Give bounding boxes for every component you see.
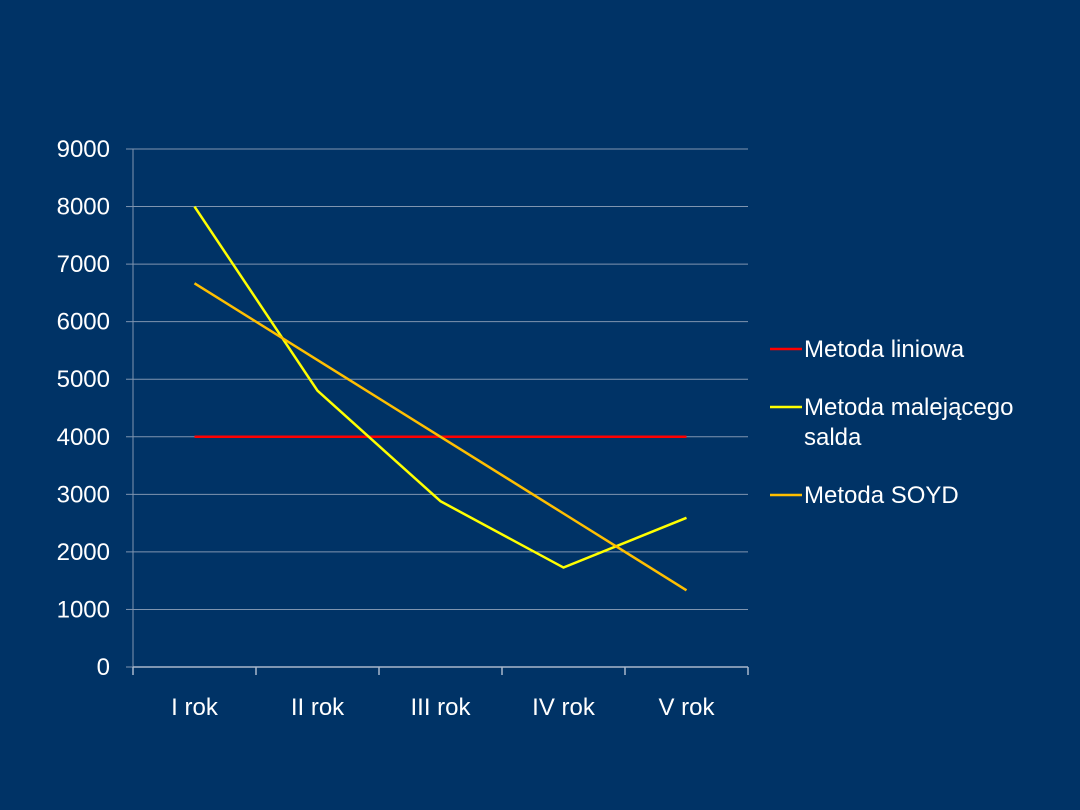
x-tick-label: IV rok xyxy=(532,694,596,721)
x-tick-label: III rok xyxy=(410,694,471,721)
y-tick-label: 0 xyxy=(97,654,110,681)
x-tick-label: II rok xyxy=(291,694,345,721)
legend: Metoda liniowa Metoda malejącego salda Meto… xyxy=(770,336,1013,509)
legend-item: Metoda liniowa xyxy=(770,336,965,363)
y-tick-label: 6000 xyxy=(57,309,110,336)
y-tick-label: 2000 xyxy=(57,539,110,566)
y-tick-label: 4000 xyxy=(57,424,110,451)
axes: 0 1000 2000 3000 4000 5000 6000 7000 8000 9000 I r… xyxy=(57,136,749,721)
x-tick-label: V rok xyxy=(658,694,715,721)
y-tick-label: 7000 xyxy=(57,251,110,278)
grid-lines xyxy=(133,148,748,610)
legend-label: Metoda malejącego salda xyxy=(804,394,1013,451)
y-tick-label: 5000 xyxy=(57,366,110,393)
y-tick-label: 3000 xyxy=(57,481,110,508)
legend-item: Metoda malejącego salda xyxy=(770,394,1013,451)
y-tick-label: 8000 xyxy=(57,194,110,221)
y-tick-label: 9000 xyxy=(57,136,110,163)
series-lines xyxy=(193,205,688,592)
legend-item: Metoda SOYD xyxy=(770,482,959,509)
x-tick-label: I rok xyxy=(171,694,219,721)
legend-label: Metoda SOYD xyxy=(804,482,959,509)
series-line-1 xyxy=(193,205,687,569)
y-tick-label: 1000 xyxy=(57,596,110,623)
series-line-2 xyxy=(193,282,688,592)
legend-label: Metoda liniowa xyxy=(804,336,965,363)
